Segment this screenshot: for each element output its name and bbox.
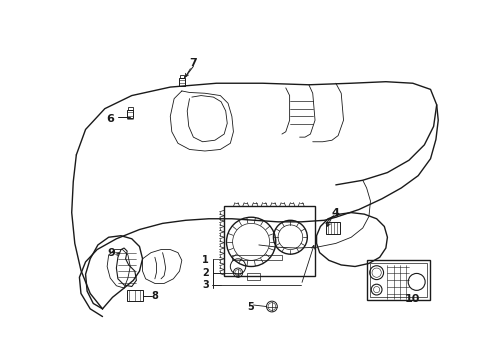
Text: 8: 8 (151, 291, 158, 301)
Text: 6: 6 (106, 114, 114, 123)
Text: 4: 4 (331, 208, 339, 217)
Text: 9: 9 (108, 248, 116, 258)
Text: 2: 2 (202, 267, 209, 278)
Text: 7: 7 (190, 58, 197, 68)
Text: 10: 10 (405, 294, 420, 304)
Text: 5: 5 (247, 302, 254, 311)
Text: 3: 3 (202, 280, 209, 290)
Text: 1: 1 (202, 255, 209, 265)
